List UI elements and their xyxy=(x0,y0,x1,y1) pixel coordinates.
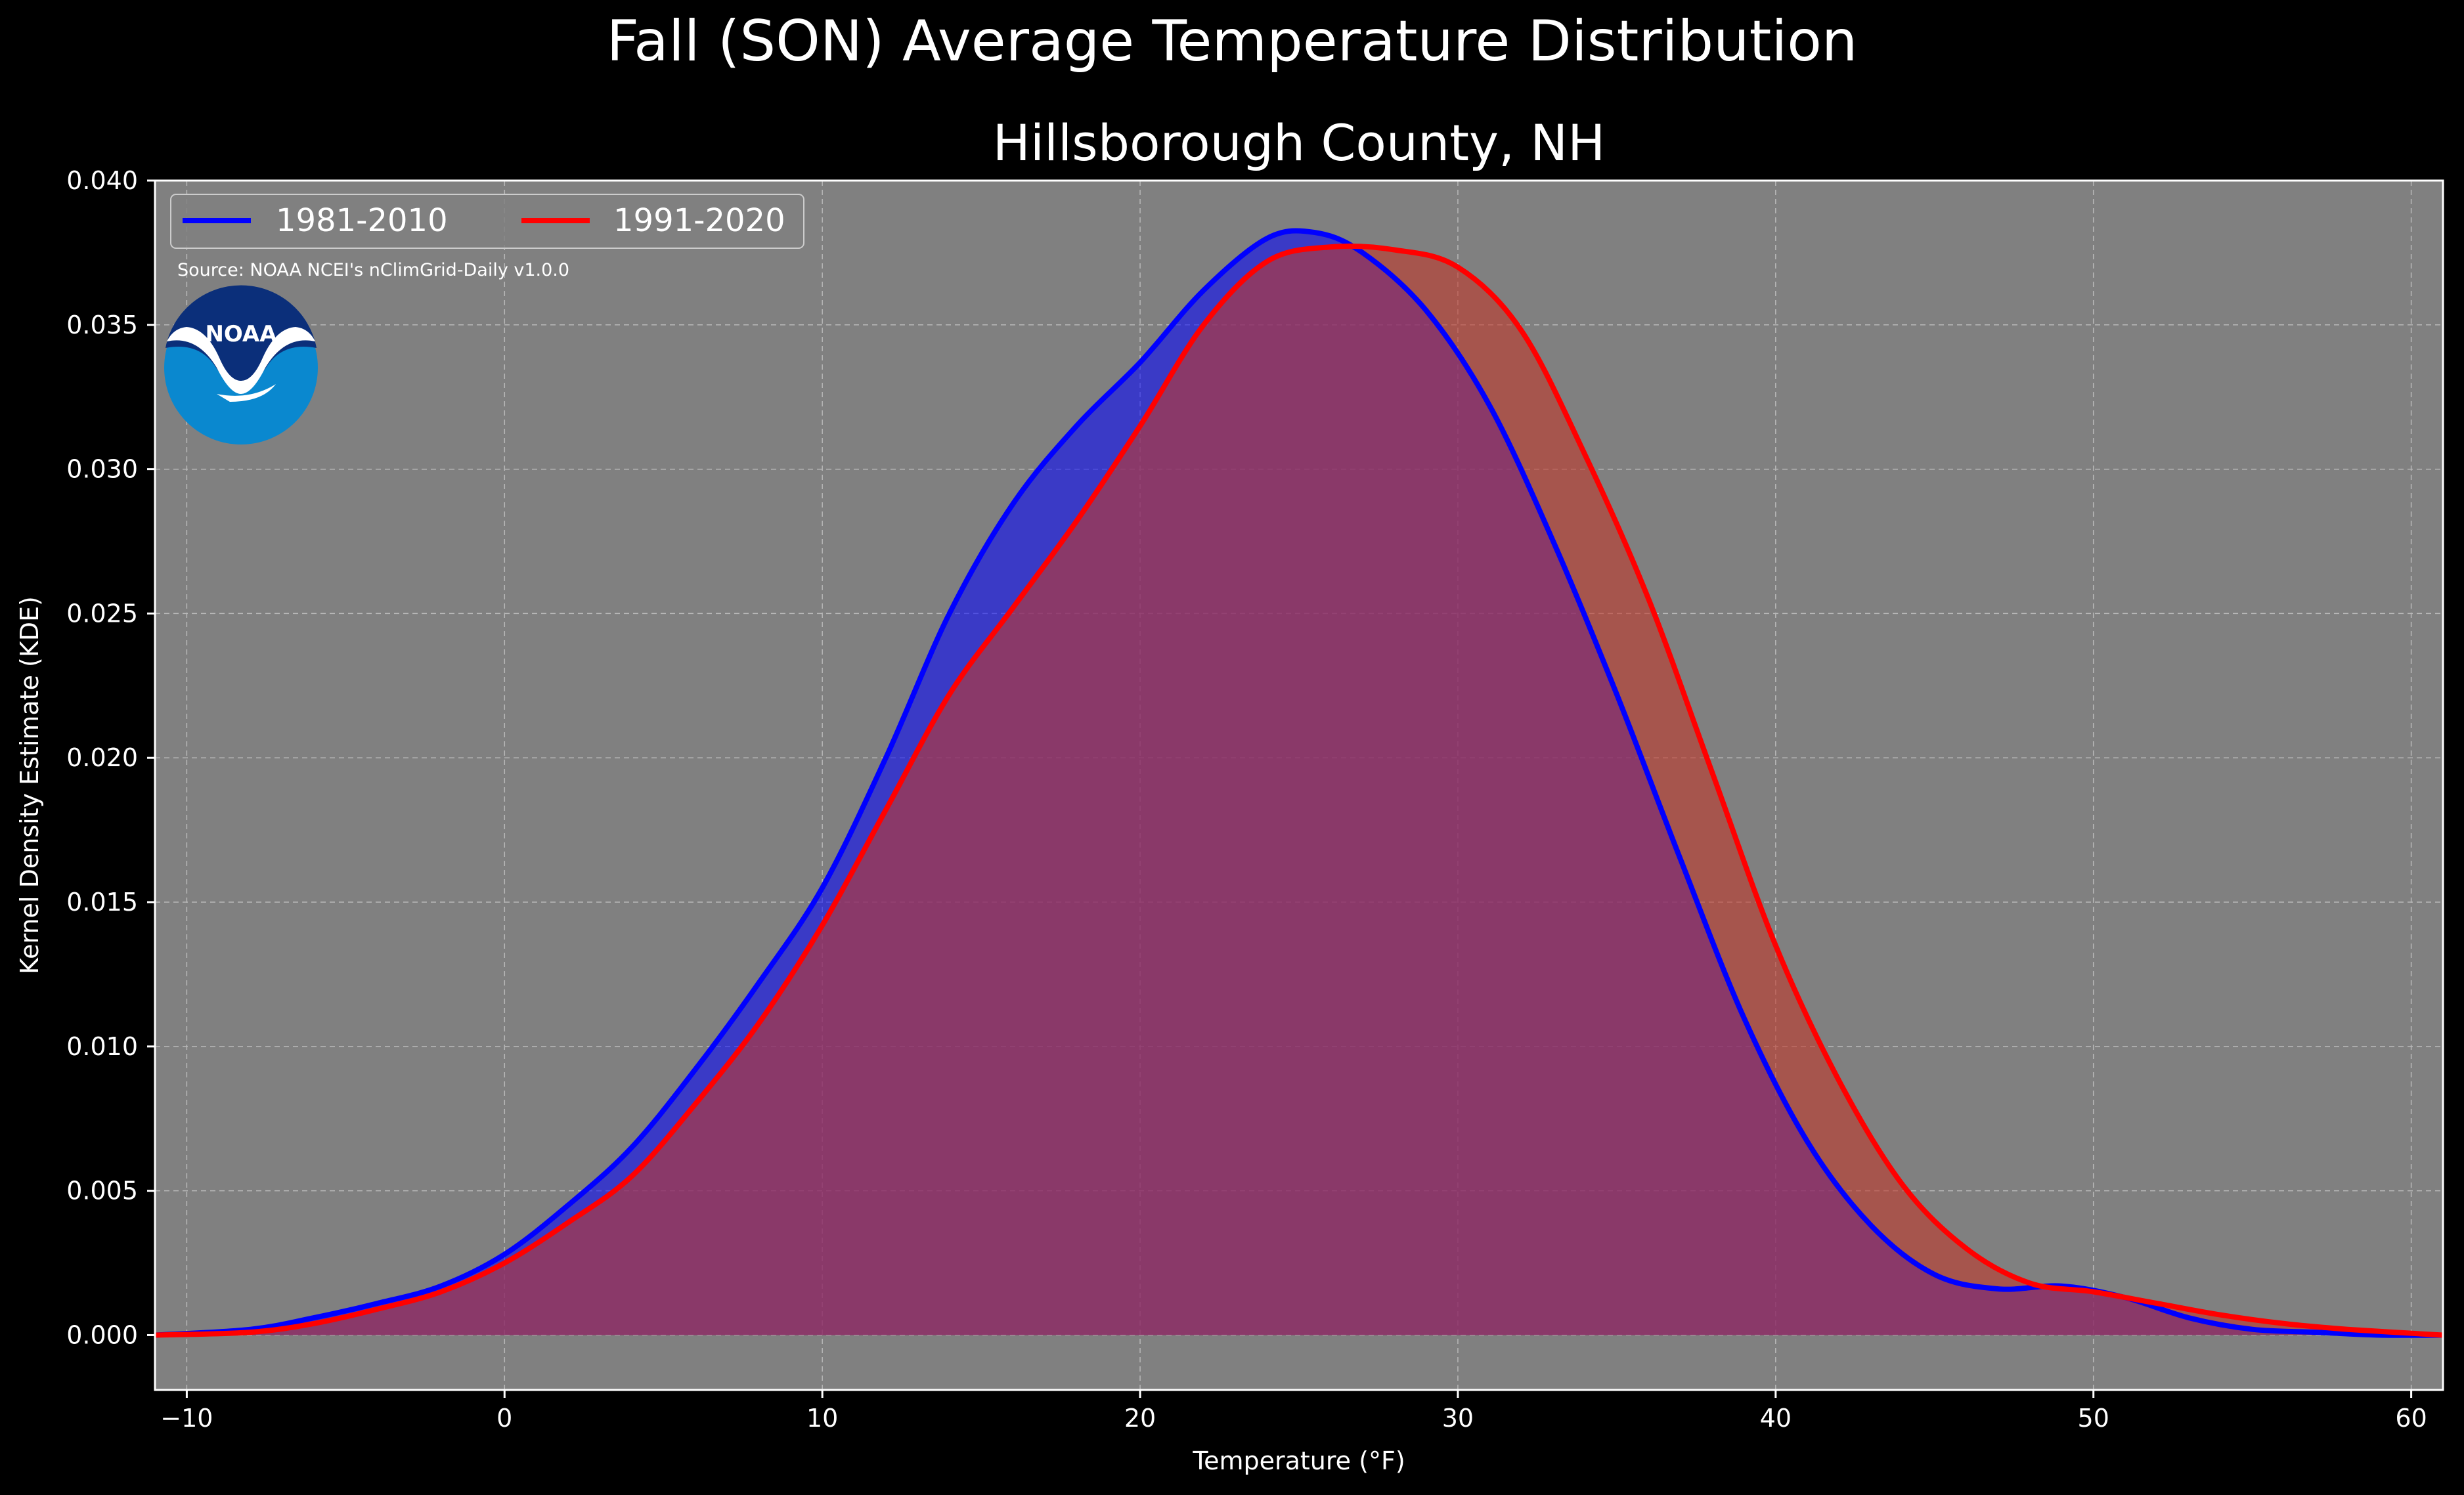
y-tick-label: 0.030 xyxy=(66,455,138,484)
x-tick-label: 60 xyxy=(2395,1404,2427,1433)
y-tick-label: 0.035 xyxy=(66,311,138,339)
y-tick-label: 0.020 xyxy=(66,743,138,772)
y-axis-label: Kernel Density Estimate (KDE) xyxy=(15,596,44,974)
legend-box xyxy=(170,194,804,249)
legend-label-1991-2020: 1991-2020 xyxy=(613,202,785,239)
area-1991-2020 xyxy=(155,246,2443,1335)
x-tick-label: 20 xyxy=(1124,1404,1156,1433)
density-fills xyxy=(155,230,2443,1335)
y-axis-ticks: 0.000 0.005 0.010 0.015 0.020 0.025 0.030 0.035… xyxy=(66,166,155,1349)
density-lines xyxy=(154,228,2444,1338)
chart-suptitle: Fall (SON) Average Temperature Distribut… xyxy=(607,9,1858,74)
x-tick-label: 50 xyxy=(2078,1404,2109,1433)
x-tick-label: 0 xyxy=(496,1404,512,1433)
line-1981-2010 xyxy=(154,228,2444,1338)
legend-label-1981-2010: 1981-2010 xyxy=(276,202,448,239)
y-tick-label: 0.015 xyxy=(66,888,138,917)
noaa-logo: NOAA xyxy=(164,285,318,444)
x-tick-label: 10 xyxy=(806,1404,838,1433)
x-tick-label: 30 xyxy=(1442,1404,1474,1433)
x-tick-label: 40 xyxy=(1760,1404,1792,1433)
y-tick-label: 0.005 xyxy=(66,1177,138,1205)
x-axis-label: Temperature (°F) xyxy=(1192,1446,1405,1475)
y-tick-label: 0.040 xyxy=(66,166,138,195)
y-tick-label: 0.010 xyxy=(66,1032,138,1061)
x-axis-ticks: −10 0 10 20 30 40 50 60 xyxy=(160,1390,2427,1433)
line-1991-2020 xyxy=(154,243,2444,1338)
y-tick-label: 0.000 xyxy=(66,1320,138,1349)
legend: 1981-2010 1991-2020 xyxy=(170,194,804,249)
plot-frame xyxy=(154,179,2444,1391)
svg-text:NOAA: NOAA xyxy=(205,321,277,347)
x-tick-label: −10 xyxy=(160,1404,213,1433)
source-annotation: Source: NOAA NCEI's nClimGrid-Daily v1.0… xyxy=(177,260,569,280)
y-tick-label: 0.025 xyxy=(66,599,138,628)
chart-subtitle: Hillsborough County, NH xyxy=(993,114,1606,172)
